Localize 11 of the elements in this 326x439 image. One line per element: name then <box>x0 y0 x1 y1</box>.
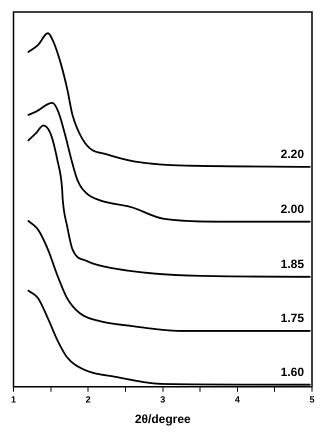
series-label: 2.20 <box>280 147 304 162</box>
series-label: 2.00 <box>280 202 304 216</box>
series-label: 1.60 <box>280 364 304 379</box>
series-label: 1.75 <box>280 311 304 326</box>
x-tick-label: 3 <box>160 394 166 405</box>
x-tick-label: 2 <box>86 394 91 405</box>
x-tick-label: 5 <box>309 394 315 405</box>
x-tick-label: 1 <box>10 394 16 405</box>
series-label: 1.85 <box>280 257 304 272</box>
x-tick-label: 4 <box>234 394 240 405</box>
x-axis-title: 2θ/degree <box>134 412 191 426</box>
